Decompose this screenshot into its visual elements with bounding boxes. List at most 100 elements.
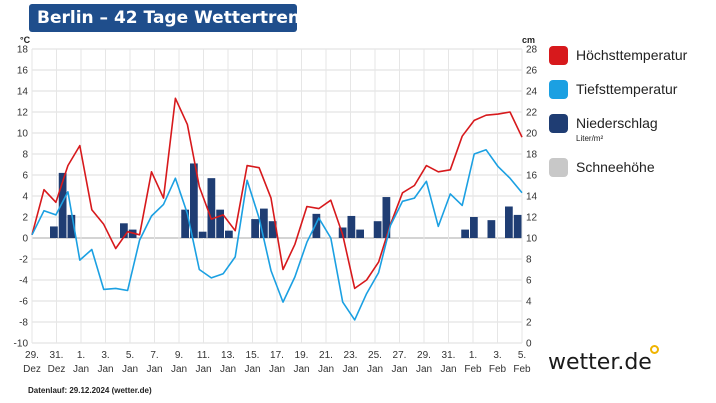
y-right-tick-label: 0 bbox=[526, 339, 532, 350]
x-tick-month: Jan bbox=[97, 364, 113, 375]
precip-bar bbox=[225, 230, 233, 238]
blue-square-icon bbox=[549, 80, 568, 99]
precip-bar bbox=[373, 221, 382, 238]
y-left-tick-label: 4 bbox=[22, 192, 28, 203]
precip-bar bbox=[268, 221, 277, 238]
min-temp-line bbox=[31, 149, 523, 321]
precip-bar bbox=[382, 197, 391, 238]
y-right-tick-label: 14 bbox=[526, 192, 538, 203]
x-tick-month: Jan bbox=[146, 364, 162, 375]
max-temp-line bbox=[31, 97, 523, 290]
x-tick-day: 11. bbox=[197, 350, 210, 361]
x-tick-month: Jan bbox=[440, 364, 456, 375]
x-tick-day: 19. bbox=[295, 350, 309, 361]
precip-bar bbox=[181, 209, 189, 238]
x-tick-day: 17. bbox=[270, 350, 284, 361]
x-tick-day: 15. bbox=[246, 350, 260, 361]
x-tick-month: Dez bbox=[48, 364, 66, 375]
y-right-tick-label: 22 bbox=[526, 108, 538, 119]
x-tick-day: 29. bbox=[25, 350, 39, 361]
y-right-tick-label: 4 bbox=[526, 297, 532, 308]
precip-bar bbox=[461, 229, 469, 238]
y-left-tick-label: -4 bbox=[19, 276, 28, 287]
x-tick-month: Feb bbox=[489, 364, 507, 375]
y-left-tick-label: -8 bbox=[19, 318, 28, 329]
brand-logo: wetter.de bbox=[548, 350, 652, 375]
x-tick-day: 5. bbox=[126, 350, 134, 361]
x-tick-month: Jan bbox=[171, 364, 187, 375]
y-left-tick-label: 18 bbox=[17, 45, 29, 56]
y-right-tick-label: 20 bbox=[526, 129, 538, 140]
legend-label: Niederschlag bbox=[576, 115, 658, 131]
legend-item: Schneehöhe bbox=[546, 156, 711, 190]
chart-title: Berlin – 42 Tage Wettertrend bbox=[29, 4, 312, 32]
y-left-tick-label: 0 bbox=[22, 234, 28, 245]
y-right-tick-label: 24 bbox=[526, 87, 538, 98]
temperature-lines bbox=[31, 97, 523, 321]
gray-square-icon bbox=[549, 158, 568, 177]
y-right-tick-label: 8 bbox=[526, 255, 532, 266]
y-right-tick-label: 26 bbox=[526, 66, 538, 77]
precip-bar bbox=[356, 229, 364, 238]
grid-lines bbox=[31, 48, 523, 344]
legend-item: Niederschlag Liter/m² bbox=[546, 112, 711, 156]
y-right-tick-label: 10 bbox=[526, 234, 538, 245]
y-right-unit: cm bbox=[522, 35, 535, 45]
precip-bar bbox=[312, 213, 321, 238]
x-tick-month: Jan bbox=[122, 364, 138, 375]
y-right-tick-label: 28 bbox=[526, 45, 538, 56]
x-tick-day: 23. bbox=[344, 350, 358, 361]
x-tick-day: 7. bbox=[150, 350, 158, 361]
x-tick-month: Jan bbox=[416, 364, 432, 375]
x-tick-day: 3. bbox=[493, 350, 501, 361]
x-tick-month: Jan bbox=[244, 364, 260, 375]
sun-dot-icon bbox=[650, 345, 659, 354]
y-left-tick-label: 6 bbox=[22, 171, 28, 182]
x-tick-month: Feb bbox=[464, 364, 482, 375]
y-left-tick-label: 16 bbox=[17, 66, 29, 77]
precip-bar bbox=[251, 219, 259, 238]
y-right-tick-label: 18 bbox=[526, 150, 538, 161]
x-tick-day: 5. bbox=[518, 350, 526, 361]
x-tick-month: Jan bbox=[367, 364, 383, 375]
legend-label: Schneehöhe bbox=[576, 159, 655, 175]
legend-sublabel: Liter/m² bbox=[576, 134, 604, 143]
axis-labels: -10-8-6-4-202468101214161802468101214161… bbox=[14, 35, 538, 375]
x-tick-month: Jan bbox=[269, 364, 285, 375]
legend-label: Tiefsttemperatur bbox=[576, 81, 678, 97]
x-tick-month: Jan bbox=[318, 364, 334, 375]
legend-item: Tiefsttemperatur bbox=[546, 78, 711, 112]
x-tick-day: 1. bbox=[469, 350, 477, 361]
legend-label: Höchsttemperatur bbox=[576, 47, 688, 63]
navy-square-icon bbox=[549, 114, 568, 133]
x-tick-day: 29. bbox=[417, 350, 431, 361]
precip-bar bbox=[198, 231, 207, 238]
y-left-tick-label: -2 bbox=[19, 255, 28, 266]
x-tick-month: Jan bbox=[293, 364, 309, 375]
x-tick-day: 31. bbox=[442, 350, 456, 361]
x-tick-month: Feb bbox=[513, 364, 531, 375]
precip-bar bbox=[207, 178, 216, 238]
x-tick-day: 27. bbox=[393, 350, 407, 361]
y-right-tick-label: 16 bbox=[526, 171, 538, 182]
y-left-tick-label: -10 bbox=[14, 339, 29, 350]
y-right-tick-label: 2 bbox=[526, 318, 532, 329]
x-tick-month: Jan bbox=[73, 364, 89, 375]
x-tick-day: 9. bbox=[175, 350, 183, 361]
x-tick-month: Jan bbox=[195, 364, 211, 375]
x-tick-day: 25. bbox=[368, 350, 382, 361]
legend: Höchsttemperatur Tiefsttemperatur Niedersc… bbox=[546, 44, 711, 190]
precip-bar bbox=[120, 223, 128, 238]
y-left-tick-label: 8 bbox=[22, 150, 28, 161]
y-left-tick-label: 12 bbox=[17, 108, 29, 119]
x-tick-day: 21. bbox=[319, 350, 333, 361]
x-tick-day: 13. bbox=[221, 350, 235, 361]
y-right-tick-label: 6 bbox=[526, 276, 532, 287]
data-run-note: Datenlauf: 29.12.2024 (wetter.de) bbox=[28, 386, 152, 395]
precip-bar bbox=[190, 163, 198, 238]
x-tick-month: Jan bbox=[220, 364, 236, 375]
y-left-tick-label: 10 bbox=[17, 129, 29, 140]
precip-bar bbox=[50, 226, 58, 238]
y-right-tick-label: 12 bbox=[526, 213, 538, 224]
